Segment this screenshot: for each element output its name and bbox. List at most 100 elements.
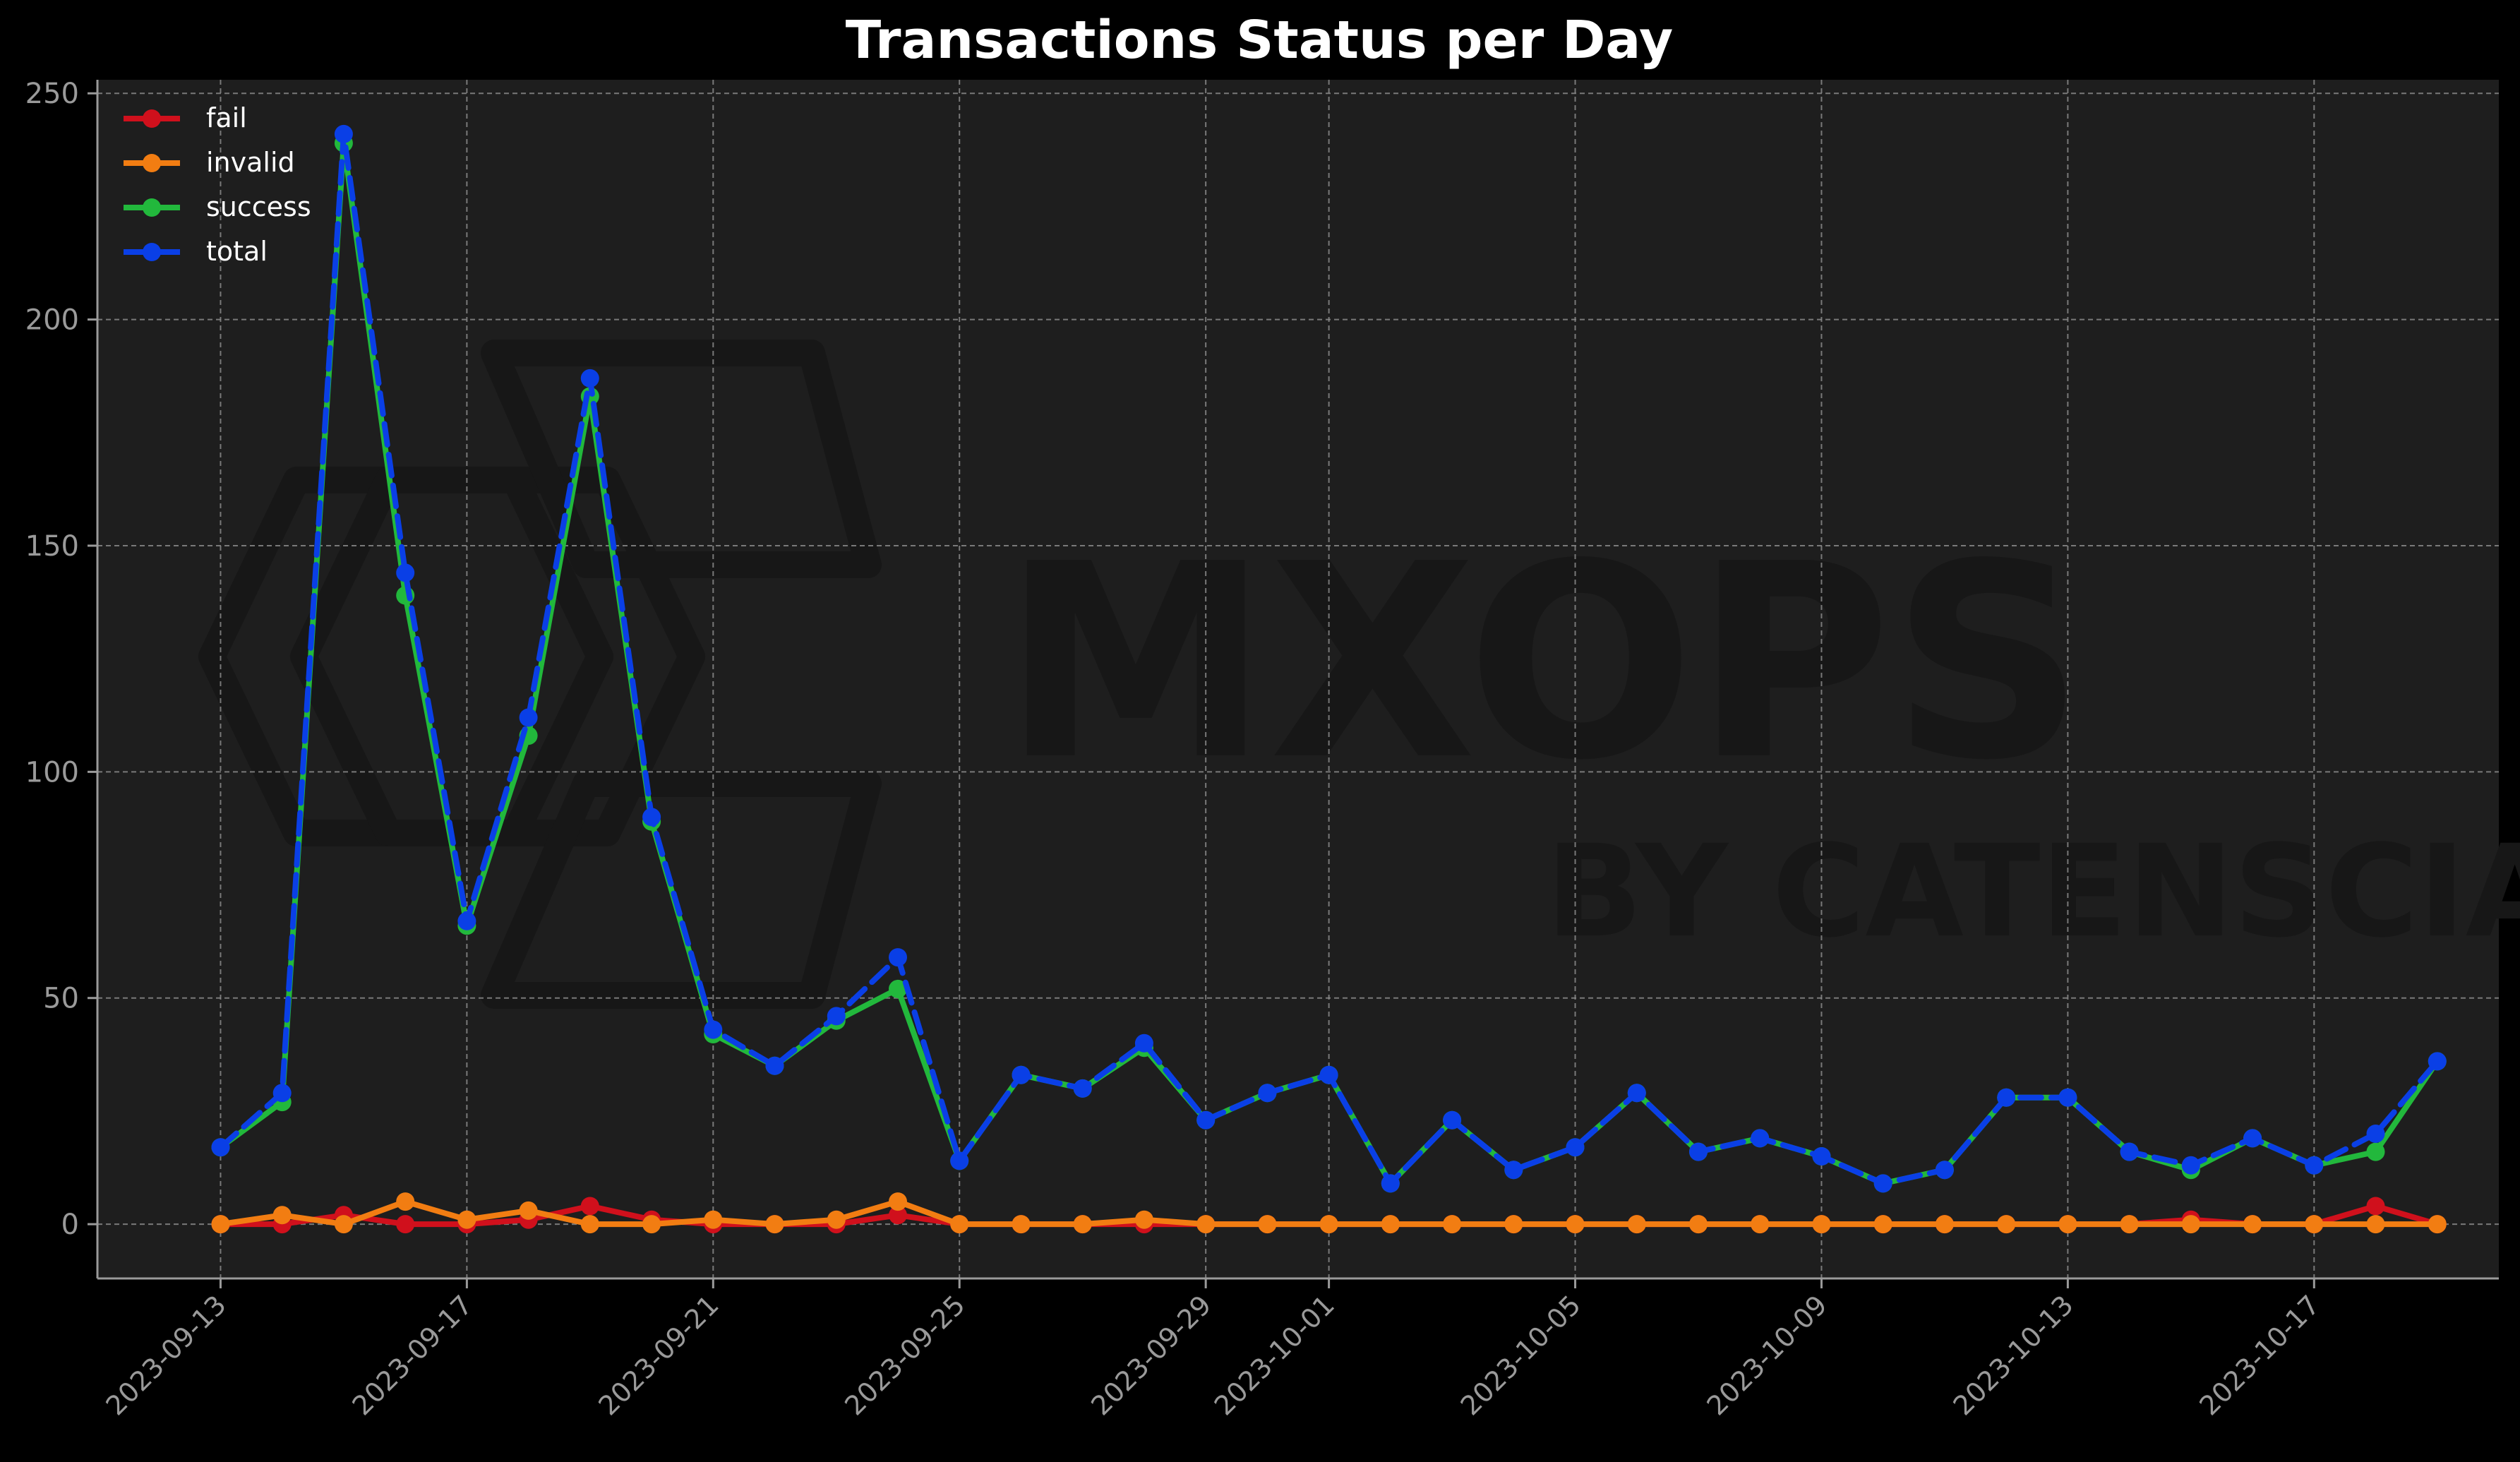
data-point-invalid	[1751, 1215, 1770, 1234]
legend-item-total: total	[124, 236, 268, 267]
data-point-invalid	[580, 1215, 599, 1234]
data-point-total	[1566, 1138, 1585, 1157]
legend-item-success: success	[124, 191, 311, 222]
data-point-fail	[396, 1215, 415, 1234]
data-point-total	[1134, 1033, 1153, 1053]
data-point-invalid	[1812, 1215, 1831, 1234]
data-point-invalid	[1566, 1215, 1585, 1234]
data-point-total	[580, 369, 599, 388]
data-point-total	[1258, 1084, 1277, 1103]
data-point-invalid	[396, 1192, 415, 1211]
data-point-invalid	[642, 1215, 661, 1234]
data-point-total	[1196, 1110, 1216, 1130]
data-point-total	[272, 1084, 292, 1103]
data-point-total	[1443, 1110, 1462, 1130]
data-point-total	[396, 563, 415, 582]
data-point-total	[1751, 1129, 1770, 1148]
data-point-invalid	[2243, 1215, 2262, 1234]
legend-label-fail: fail	[206, 102, 247, 133]
data-point-invalid	[1935, 1215, 1954, 1234]
data-point-total	[1997, 1088, 2016, 1107]
watermark: MXOPS BY CATENSCIA	[198, 340, 2520, 1009]
data-point-total	[642, 808, 661, 827]
data-point-invalid	[827, 1210, 846, 1229]
data-point-total	[889, 948, 907, 967]
data-point-total	[2366, 1125, 2385, 1143]
data-point-invalid	[1134, 1210, 1153, 1229]
data-point-invalid	[1627, 1215, 1646, 1234]
data-point-success	[2366, 1142, 2385, 1161]
data-point-invalid	[211, 1215, 230, 1234]
data-point-invalid	[950, 1215, 969, 1234]
legend-label-invalid: invalid	[206, 147, 295, 178]
data-point-invalid	[1196, 1215, 1216, 1234]
data-point-invalid	[272, 1206, 292, 1225]
series-lines	[211, 124, 2447, 1234]
y-tick-label: 250	[25, 78, 79, 110]
data-point-total	[2120, 1142, 2139, 1161]
data-point-total	[1935, 1161, 1954, 1180]
data-point-invalid	[1504, 1215, 1523, 1234]
data-point-total	[1627, 1084, 1646, 1103]
data-point-total	[1381, 1174, 1400, 1193]
watermark-brand: MXOPS	[1002, 506, 2084, 819]
data-point-total	[334, 124, 353, 143]
watermark-byline: BY CATENSCIA	[1546, 818, 2520, 966]
data-point-total	[519, 708, 538, 727]
data-point-total	[1873, 1174, 1892, 1193]
y-tick-label: 50	[43, 983, 79, 1015]
legend-item-invalid: invalid	[124, 147, 295, 178]
y-tick-label: 200	[25, 304, 79, 337]
data-point-fail	[889, 1206, 907, 1225]
data-point-total	[1504, 1161, 1523, 1180]
series-total	[211, 124, 2447, 1193]
data-point-fail	[2366, 1197, 2385, 1216]
legend-label-total: total	[206, 236, 268, 267]
data-point-total	[765, 1056, 784, 1075]
data-point-invalid	[1381, 1215, 1400, 1234]
data-point-total	[1812, 1147, 1831, 1166]
data-point-total	[950, 1151, 969, 1170]
legend-label-success: success	[206, 191, 311, 222]
data-point-total	[2428, 1052, 2447, 1071]
data-point-invalid	[1997, 1215, 2016, 1234]
legend: fail invalid success total	[124, 102, 311, 267]
data-point-total	[2181, 1156, 2200, 1175]
data-point-total	[211, 1138, 230, 1157]
y-ticks: 0 50 100 150 200 250	[25, 78, 97, 1241]
data-point-invalid	[704, 1210, 723, 1229]
data-point-invalid	[1319, 1215, 1338, 1234]
data-point-invalid	[2058, 1215, 2077, 1234]
data-point-total	[2243, 1129, 2262, 1148]
axes	[96, 80, 2499, 1280]
data-point-fail	[580, 1197, 599, 1216]
data-point-total	[2305, 1156, 2324, 1175]
data-point-invalid	[2305, 1215, 2324, 1234]
chart-title: Transactions Status per Day	[846, 10, 1674, 71]
data-point-invalid	[1689, 1215, 1708, 1234]
data-point-invalid	[1073, 1215, 1092, 1234]
data-point-total	[1073, 1079, 1092, 1098]
data-point-invalid	[1258, 1215, 1277, 1234]
y-tick-label: 150	[25, 530, 79, 563]
data-point-invalid	[889, 1192, 907, 1211]
data-point-invalid	[1873, 1215, 1892, 1234]
legend-item-fail: fail	[124, 102, 247, 133]
data-point-invalid	[1012, 1215, 1031, 1234]
series-invalid	[211, 1192, 2447, 1234]
data-point-invalid	[765, 1215, 784, 1234]
data-point-total	[2058, 1088, 2077, 1107]
data-point-invalid	[2428, 1215, 2447, 1234]
data-point-total	[704, 1020, 723, 1039]
y-tick-label: 0	[61, 1209, 79, 1241]
data-point-total	[457, 911, 476, 930]
data-point-total	[1319, 1065, 1338, 1084]
data-point-invalid	[457, 1210, 476, 1229]
data-point-invalid	[2181, 1215, 2200, 1234]
plot-area	[97, 80, 2499, 1278]
data-point-total	[1689, 1142, 1708, 1161]
data-point-invalid	[519, 1201, 538, 1220]
y-tick-label: 100	[25, 756, 79, 789]
data-point-total	[1012, 1065, 1031, 1084]
